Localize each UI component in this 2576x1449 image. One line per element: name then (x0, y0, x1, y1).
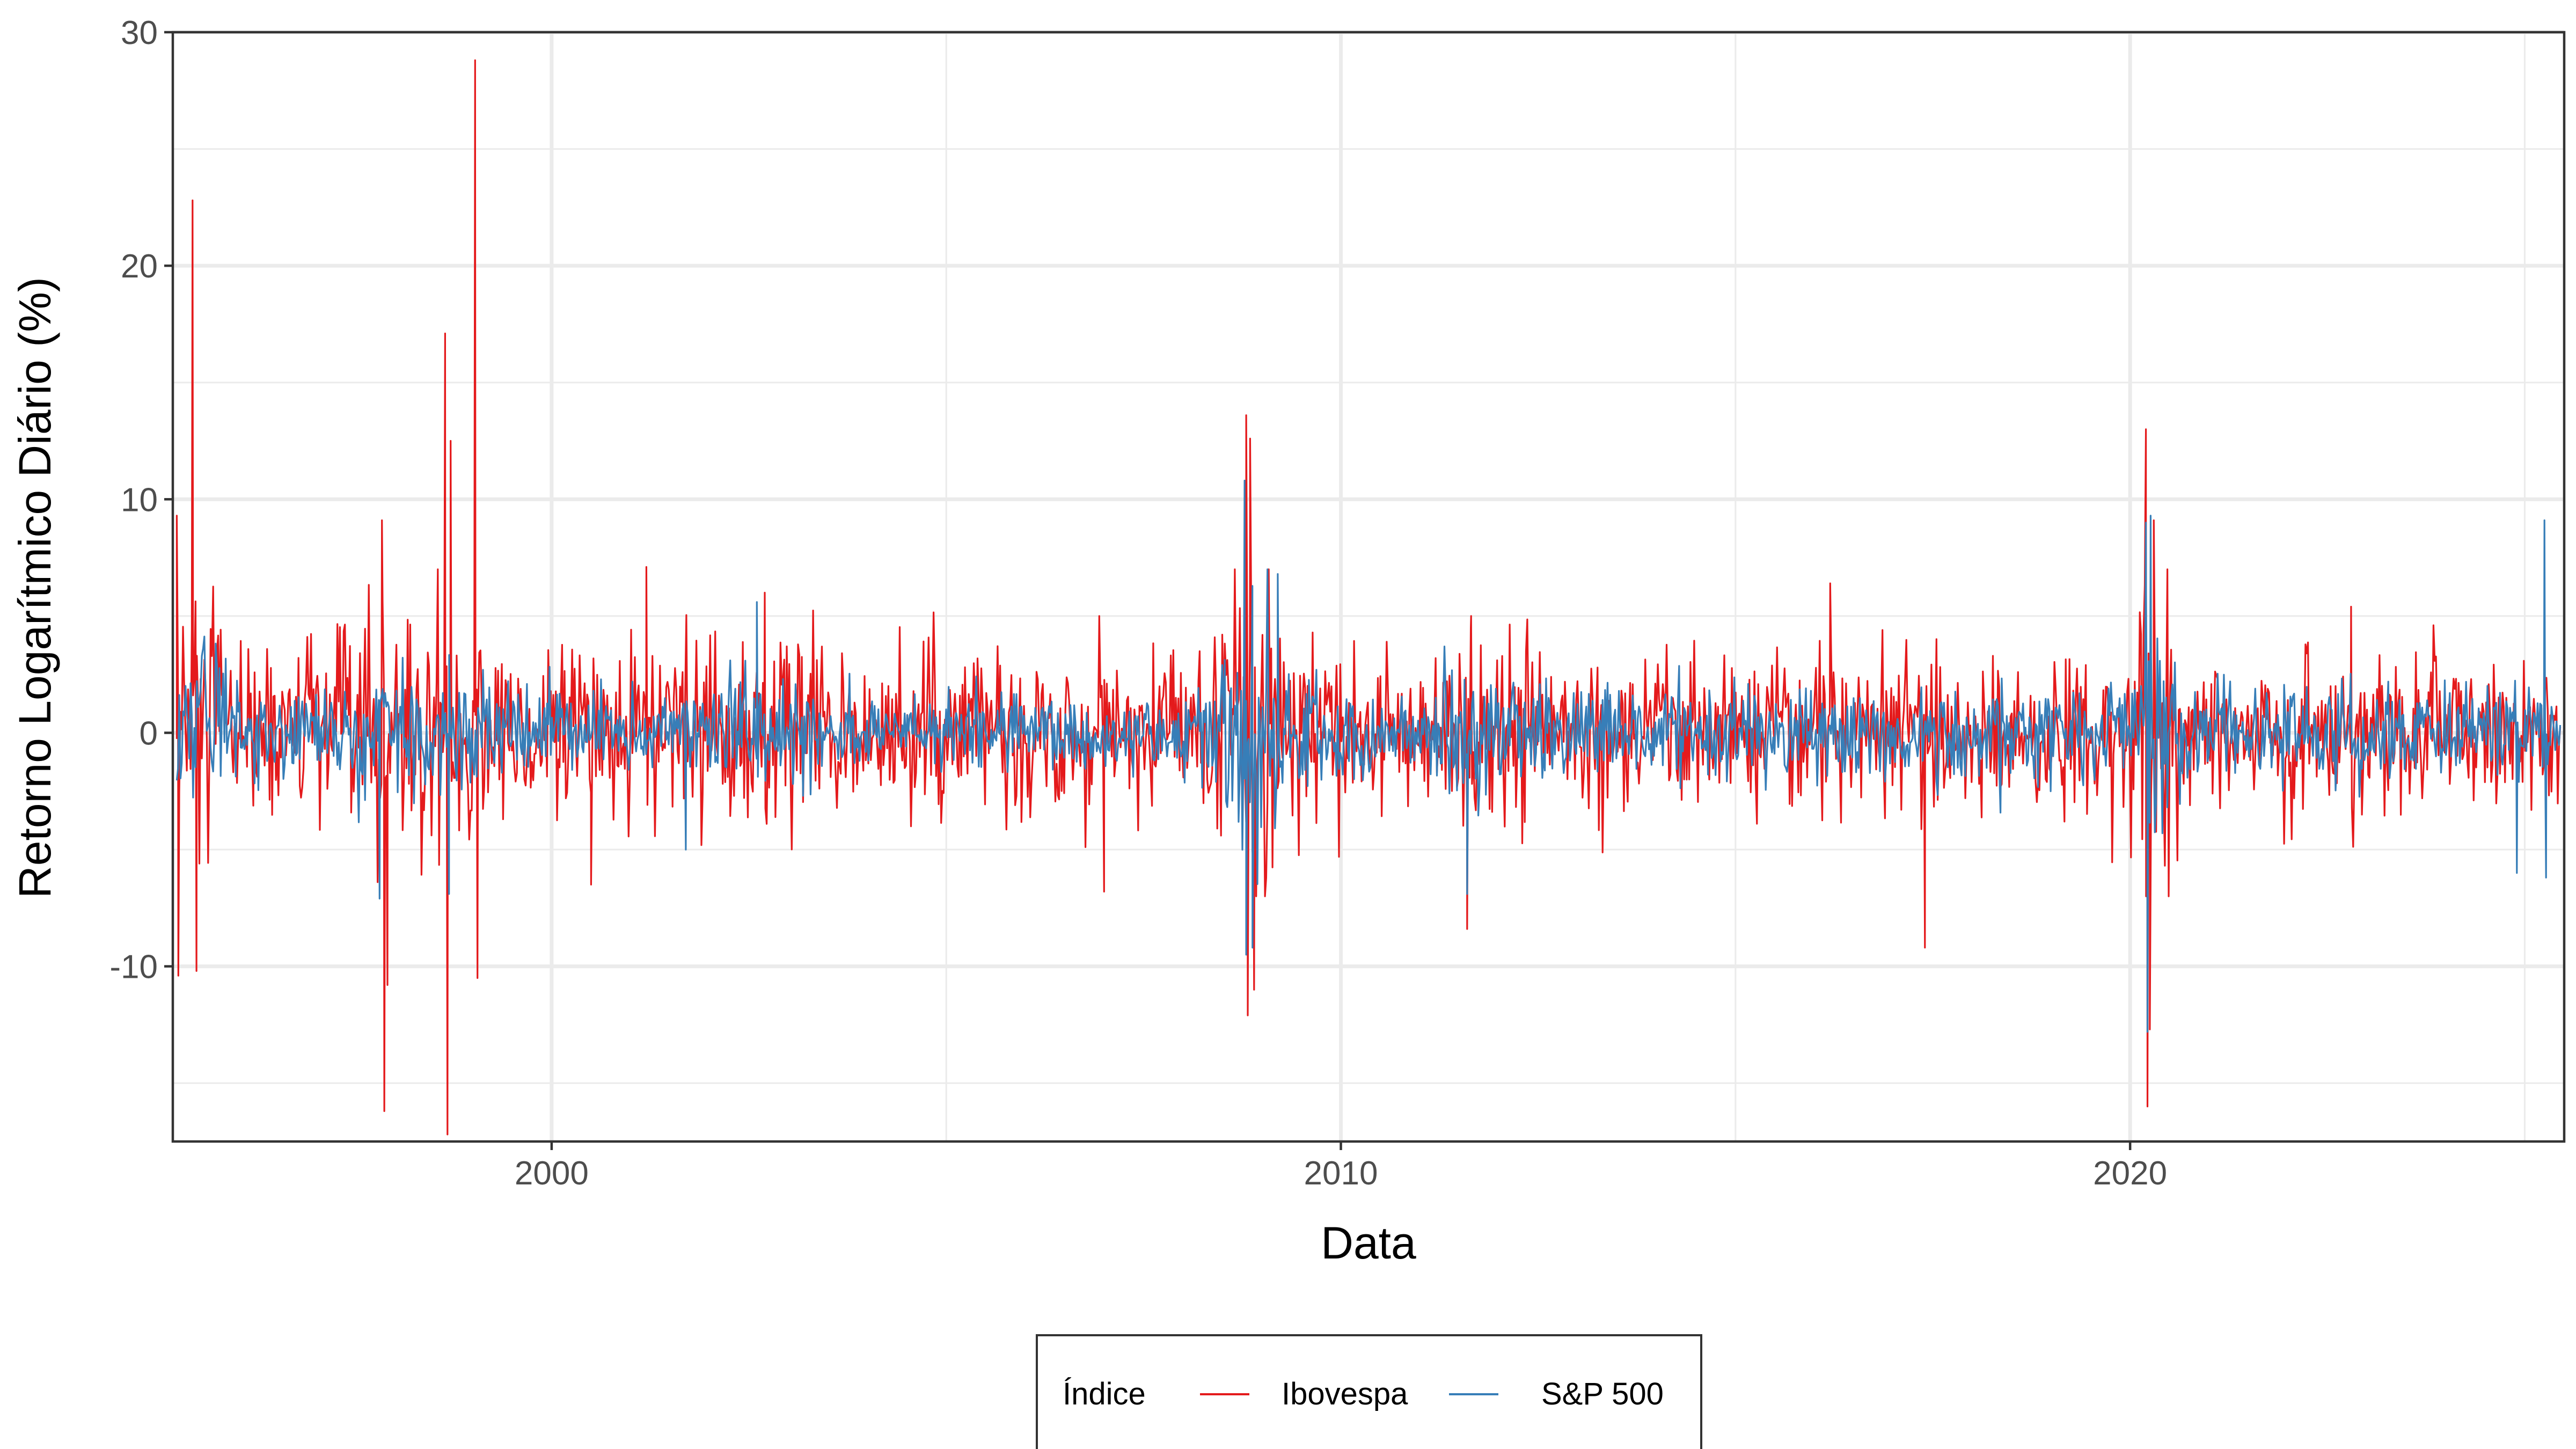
legend: Índice Ibovespa S&P 500 (1036, 1334, 1702, 1449)
legend-box (1036, 1334, 1702, 1449)
y-tick-label: 0 (140, 715, 158, 752)
y-axis-title: Retorno Logarítmico Diário (%) (10, 277, 60, 898)
x-tick-label: 2020 (2093, 1155, 2167, 1192)
series-lines (175, 59, 2562, 1136)
x-axis-title: Data (1321, 1218, 1416, 1268)
legend-title: Índice (1063, 1377, 1146, 1411)
y-tick-label: -10 (109, 949, 158, 986)
x-tick-label: 2010 (1304, 1155, 1378, 1192)
legend-label-ibovespa: Ibovespa (1282, 1377, 1408, 1411)
plot-border (171, 31, 2566, 1143)
axis-ticks: 2000 2010 2020 -10 0 10 20 30 (109, 14, 2167, 1192)
y-tick-label: 30 (121, 14, 158, 52)
legend-label-sp500: S&P 500 (1541, 1377, 1664, 1411)
x-tick-label: 2000 (515, 1155, 589, 1192)
y-tick-label: 10 (121, 481, 158, 518)
series-line-sp500 (175, 479, 2562, 1033)
y-tick-label: 20 (121, 248, 158, 285)
